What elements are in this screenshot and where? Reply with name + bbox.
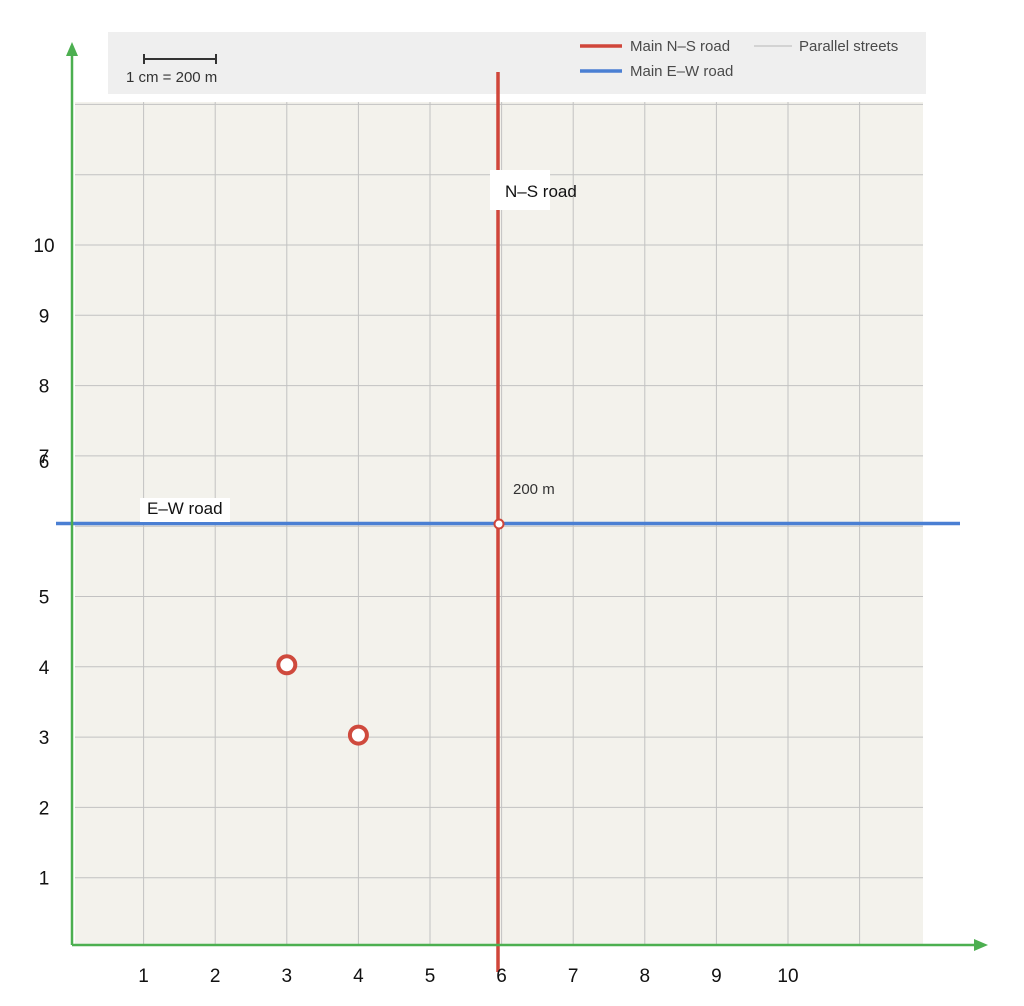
y-tick-label: 8: [39, 377, 50, 398]
x-tick-label: 2: [210, 966, 221, 987]
distance-label: 200 m: [513, 481, 555, 498]
y-tick-label: 1: [39, 869, 50, 890]
legend-ew-label: Main E–W road: [630, 63, 733, 80]
point-marker: [276, 654, 298, 676]
ew-road-label: E–W road: [147, 499, 223, 518]
y-tick-label: 4: [39, 658, 50, 679]
x-tick-label: 5: [425, 966, 436, 987]
y-tick-label: 5: [39, 588, 50, 609]
axes: [66, 42, 988, 951]
y-axis-arrowhead: [66, 42, 78, 56]
legend: Main N–S road Parallel streets Main E–W …: [580, 38, 898, 80]
x-axis-arrowhead: [974, 939, 988, 951]
y-tick-label: 6: [39, 452, 50, 473]
legend-ns-label: Main N–S road: [630, 38, 730, 55]
y-tick-label: 10: [33, 236, 54, 257]
x-tick-label: 1: [138, 966, 149, 987]
x-tick-label: 7: [568, 966, 579, 987]
scale-bar: 1 cm = 200 m: [126, 54, 217, 86]
x-tick-label: 4: [353, 966, 364, 987]
x-tick-label: 3: [282, 966, 293, 987]
scale-label: 1 cm = 200 m: [126, 69, 217, 86]
x-tick-labels: 1 2 3 4 5 6 7 8 9 10: [138, 966, 798, 987]
y-tick-labels: 1 2 3 4 5 67 8 9 10: [33, 236, 54, 890]
x-tick-label: 8: [640, 966, 651, 987]
x-tick-label: 10: [777, 966, 798, 987]
y-tick-label: 2: [39, 798, 50, 819]
y-tick-label: 9: [39, 306, 50, 327]
y-tick-label: 7: [39, 447, 50, 468]
intersection-marker: [493, 518, 505, 530]
ew-label-backdrop: [140, 498, 230, 522]
point-marker: [347, 724, 369, 746]
x-tick-label: 9: [711, 966, 722, 987]
legend-streets-label: Parallel streets: [799, 38, 898, 55]
legend-panel: [108, 32, 926, 94]
points-of-interest: [276, 654, 369, 746]
ns-road-label: N–S road: [505, 182, 577, 201]
x-tick-label: 6: [496, 966, 507, 987]
y-tick-label: 3: [39, 728, 50, 749]
ns-label-backdrop: [490, 170, 550, 210]
